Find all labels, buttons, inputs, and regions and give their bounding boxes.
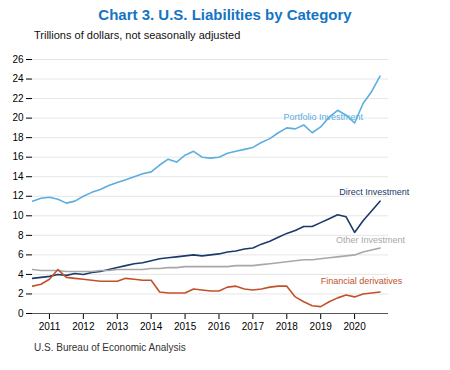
svg-text:2013: 2013 (106, 321, 129, 332)
svg-text:18: 18 (12, 132, 24, 143)
svg-text:2016: 2016 (208, 321, 231, 332)
svg-text:Other Investment: Other Investment (336, 235, 406, 245)
html-text:Trillions of dollars, not seas: Trillions of dollars, not seasonally adj… (34, 29, 241, 41)
html-text:Chart 3. U.S. Liabilities by C: Chart 3. U.S. Liabilities by Category (98, 6, 352, 23)
svg-text:2020: 2020 (343, 321, 366, 332)
svg-text:16: 16 (12, 151, 24, 162)
svg-text:12: 12 (12, 190, 24, 201)
svg-text:Financial derivatives: Financial derivatives (321, 276, 403, 286)
svg-text:Direct Investment: Direct Investment (339, 187, 410, 197)
svg-text:22: 22 (12, 93, 24, 104)
svg-text:20: 20 (12, 112, 24, 123)
svg-text:8: 8 (18, 230, 24, 241)
svg-text:2012: 2012 (72, 321, 95, 332)
svg-text:10: 10 (12, 210, 24, 221)
svg-text:24: 24 (12, 73, 24, 84)
svg-text:2018: 2018 (276, 321, 299, 332)
svg-text:Portfolio Investment: Portfolio Investment (283, 112, 363, 122)
svg-text:0: 0 (18, 308, 24, 319)
svg-text:14: 14 (12, 171, 24, 182)
svg-text:2011: 2011 (39, 321, 61, 332)
svg-text:2014: 2014 (140, 321, 163, 332)
svg-text:6: 6 (18, 249, 24, 260)
html-text:U.S. Bureau of Economic Analys: U.S. Bureau of Economic Analysis (34, 342, 186, 353)
svg-text:2015: 2015 (174, 321, 197, 332)
svg-text:4: 4 (18, 269, 24, 280)
svg-text:26: 26 (12, 54, 24, 65)
svg-text:2019: 2019 (310, 321, 333, 332)
svg-text:2017: 2017 (242, 321, 265, 332)
svg-text:2: 2 (18, 288, 24, 299)
